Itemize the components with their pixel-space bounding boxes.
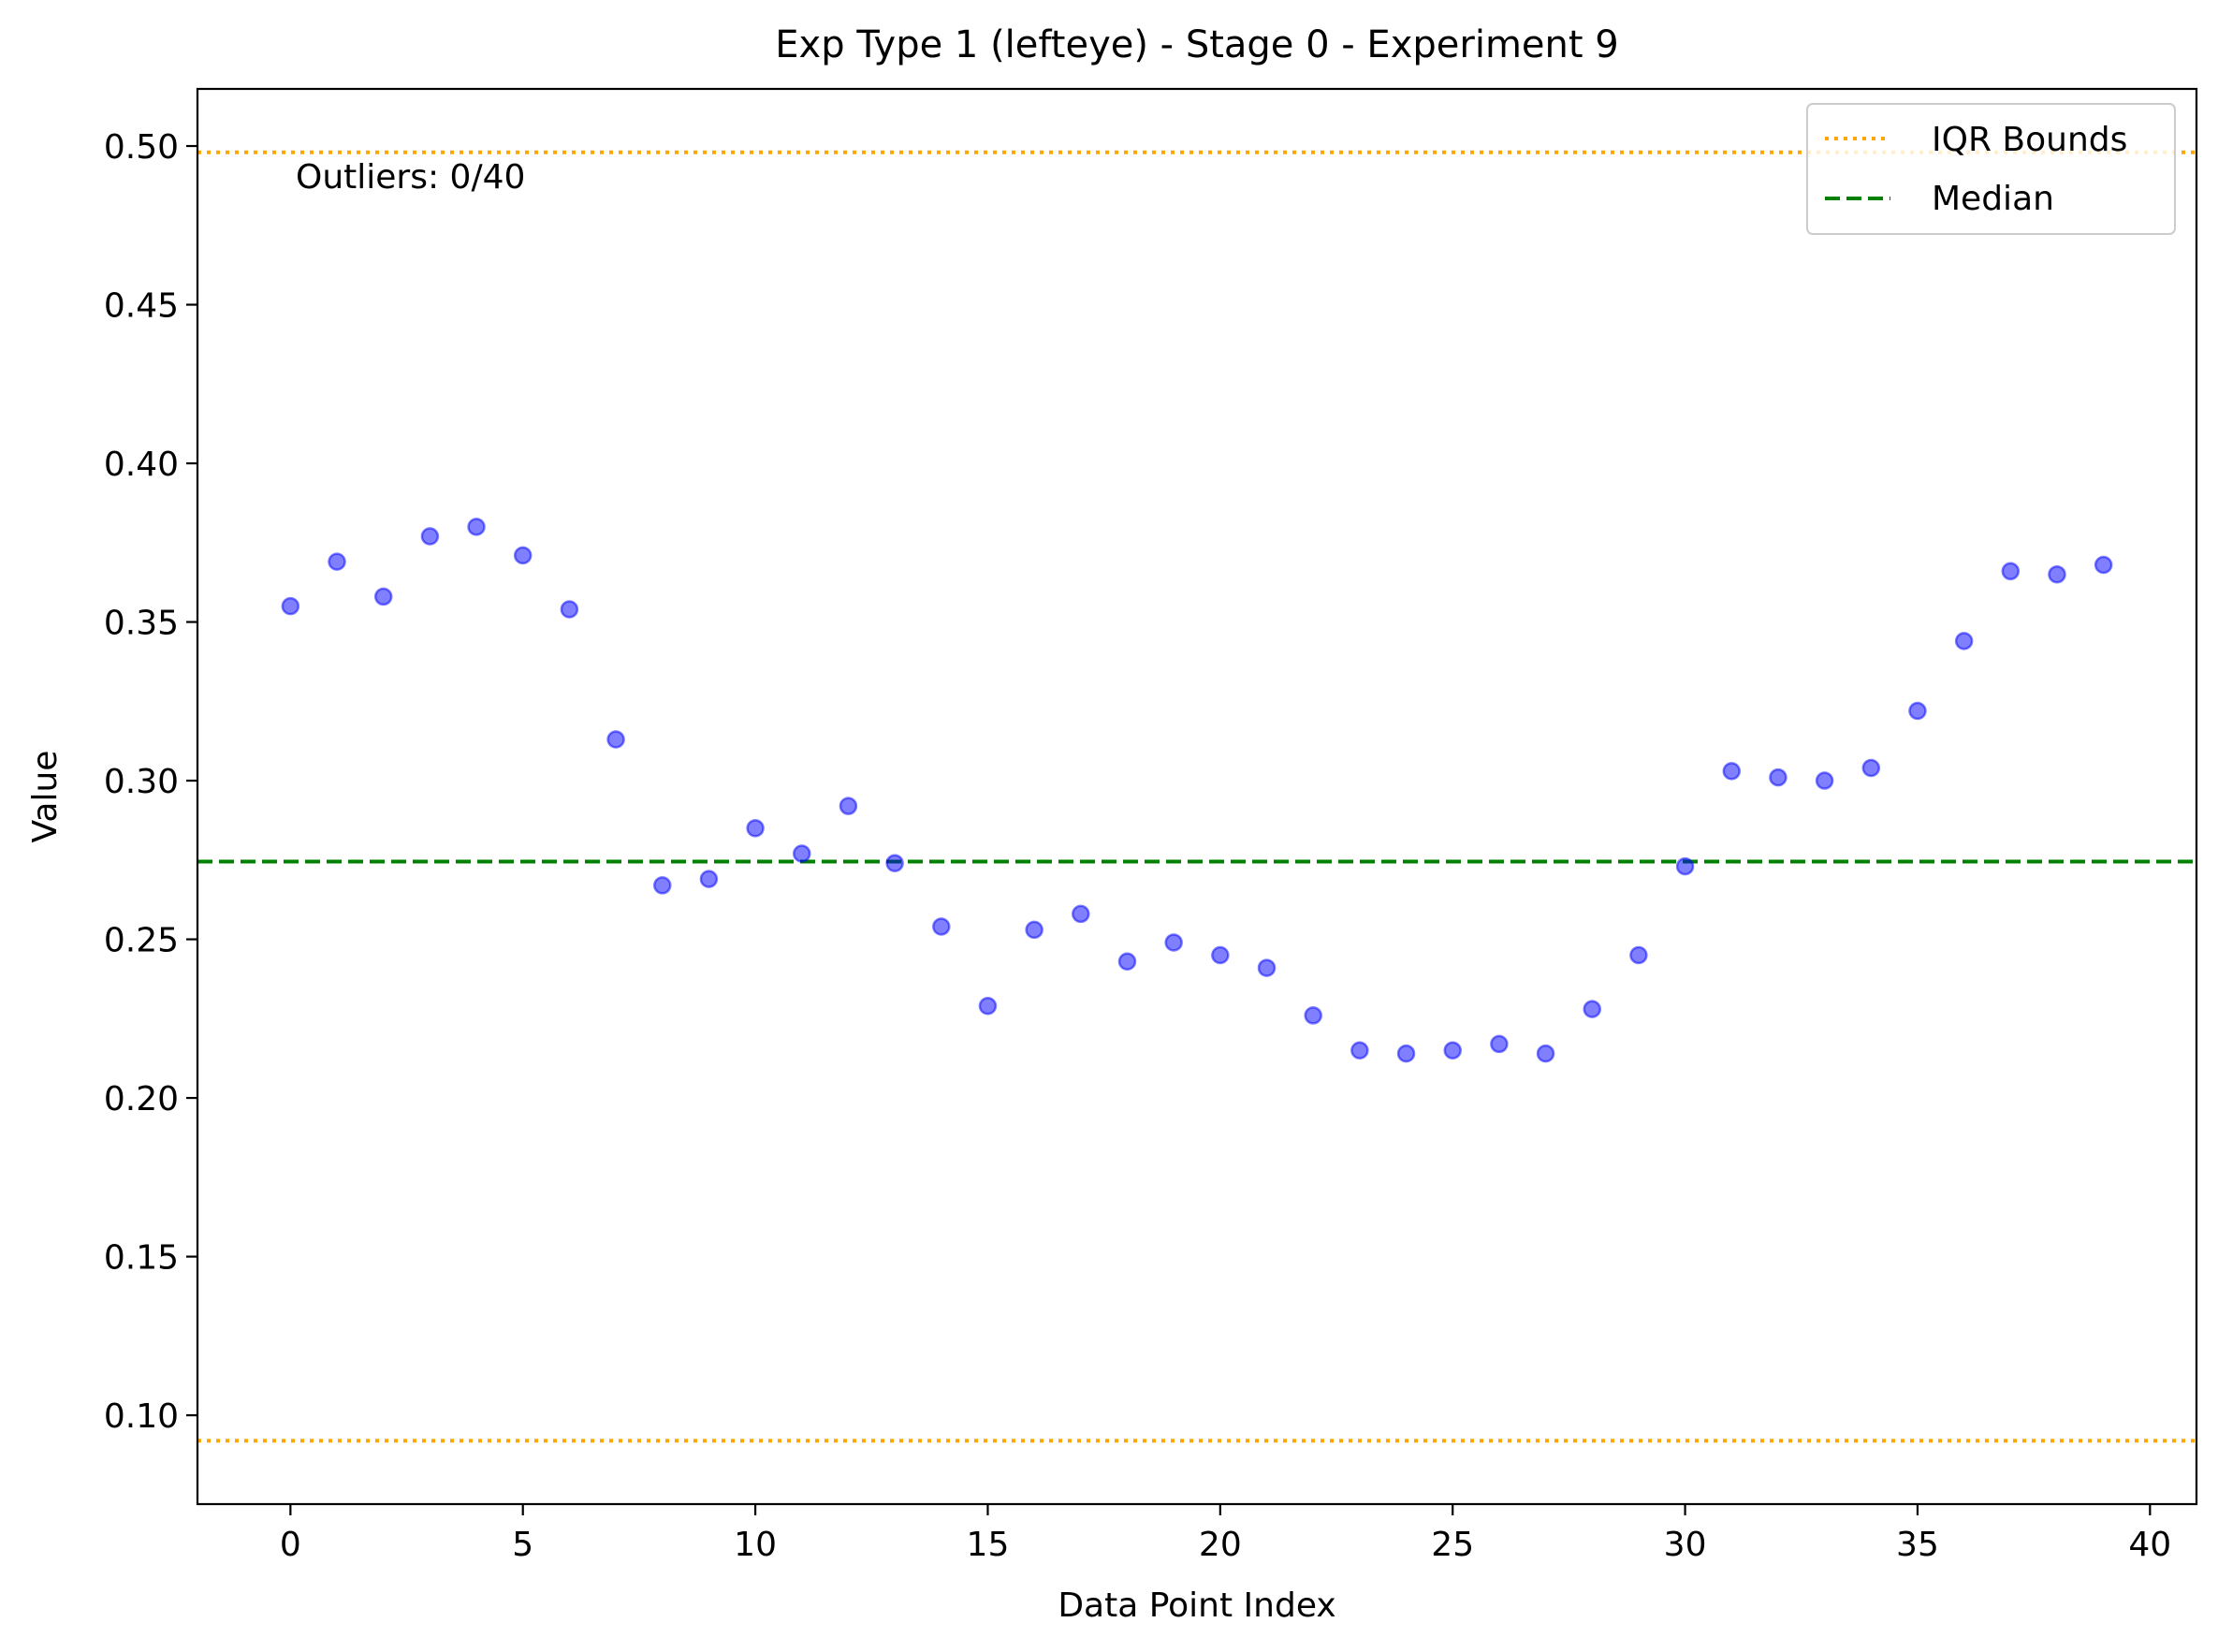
data-point <box>328 552 346 571</box>
x-tick-label: 25 <box>1431 1526 1474 1564</box>
data-point <box>1815 771 1834 790</box>
data-point <box>1396 1044 1416 1063</box>
data-point <box>1583 1000 1601 1018</box>
data-point <box>1117 952 1137 972</box>
legend-iqr-label: IQR Bounds <box>1932 121 2127 159</box>
y-tick-label: 0.50 <box>104 128 179 167</box>
data-point <box>1536 1044 1555 1063</box>
data-point <box>1443 1041 1462 1060</box>
data-point <box>932 917 951 936</box>
data-point <box>652 876 672 895</box>
x-tick-label: 0 <box>280 1526 301 1564</box>
y-tick-label: 0.45 <box>104 287 179 326</box>
data-point <box>420 527 440 546</box>
data-point <box>606 730 625 749</box>
y-axis-ticks: 0.10 0.15 0.20 0.25 0.30 0.35 0.40 0.45 0.50 <box>104 128 197 1436</box>
legend: IQR Bounds Median <box>1806 103 2176 235</box>
legend-box <box>1806 103 2176 235</box>
data-point <box>1629 945 1648 965</box>
data-points <box>281 518 2113 1063</box>
data-point <box>1257 958 1277 977</box>
y-axis-label: Value <box>26 751 65 843</box>
x-axis-ticks: 0 5 10 15 20 25 30 35 40 <box>280 1504 2171 1564</box>
legend-median-label: Median <box>1932 180 2054 218</box>
x-tick-label: 30 <box>1664 1526 1707 1564</box>
x-tick-label: 10 <box>734 1526 777 1564</box>
data-point <box>1025 920 1043 940</box>
chart-title: Exp Type 1 (lefteye) - Stage 0 - Experim… <box>775 23 1618 66</box>
data-point <box>1211 945 1230 965</box>
x-tick-label: 35 <box>1896 1526 1939 1564</box>
data-point <box>1861 758 1881 778</box>
plot-frame <box>196 87 2198 1506</box>
data-point <box>1164 933 1183 952</box>
data-point <box>373 587 393 607</box>
y-tick-label: 0.30 <box>104 763 179 801</box>
x-tick-label: 15 <box>967 1526 1010 1564</box>
data-point <box>1954 632 1974 651</box>
data-point <box>1722 762 1742 781</box>
y-tick-label: 0.25 <box>104 922 179 960</box>
data-point <box>746 819 765 838</box>
y-tick-label: 0.15 <box>104 1239 179 1278</box>
y-tick-label: 0.35 <box>104 605 179 643</box>
data-point <box>699 870 719 888</box>
data-point <box>1350 1041 1369 1060</box>
data-point <box>2094 555 2113 575</box>
data-point <box>513 546 533 565</box>
data-point <box>1490 1034 1509 1054</box>
data-point <box>2048 564 2066 584</box>
data-point <box>885 854 904 872</box>
data-point <box>467 518 486 536</box>
y-tick-label: 0.20 <box>104 1080 179 1118</box>
x-tick-label: 5 <box>512 1526 533 1564</box>
y-tick-label: 0.40 <box>104 446 179 484</box>
data-point <box>560 600 579 619</box>
data-point <box>2001 562 2021 581</box>
x-tick-label: 40 <box>2128 1526 2171 1564</box>
y-tick-label: 0.10 <box>104 1397 179 1436</box>
x-axis-label: Data Point Index <box>1058 1586 1335 1625</box>
outliers-annotation: Outliers: 0/40 <box>296 158 525 197</box>
data-point <box>978 996 998 1016</box>
data-point <box>1304 1006 1322 1025</box>
data-point <box>1908 701 1927 721</box>
data-point <box>281 596 300 616</box>
data-point <box>1769 768 1788 787</box>
data-point <box>1072 904 1090 924</box>
data-point <box>1675 856 1695 876</box>
x-tick-label: 20 <box>1199 1526 1242 1564</box>
data-point <box>793 844 811 863</box>
data-point <box>839 797 858 815</box>
